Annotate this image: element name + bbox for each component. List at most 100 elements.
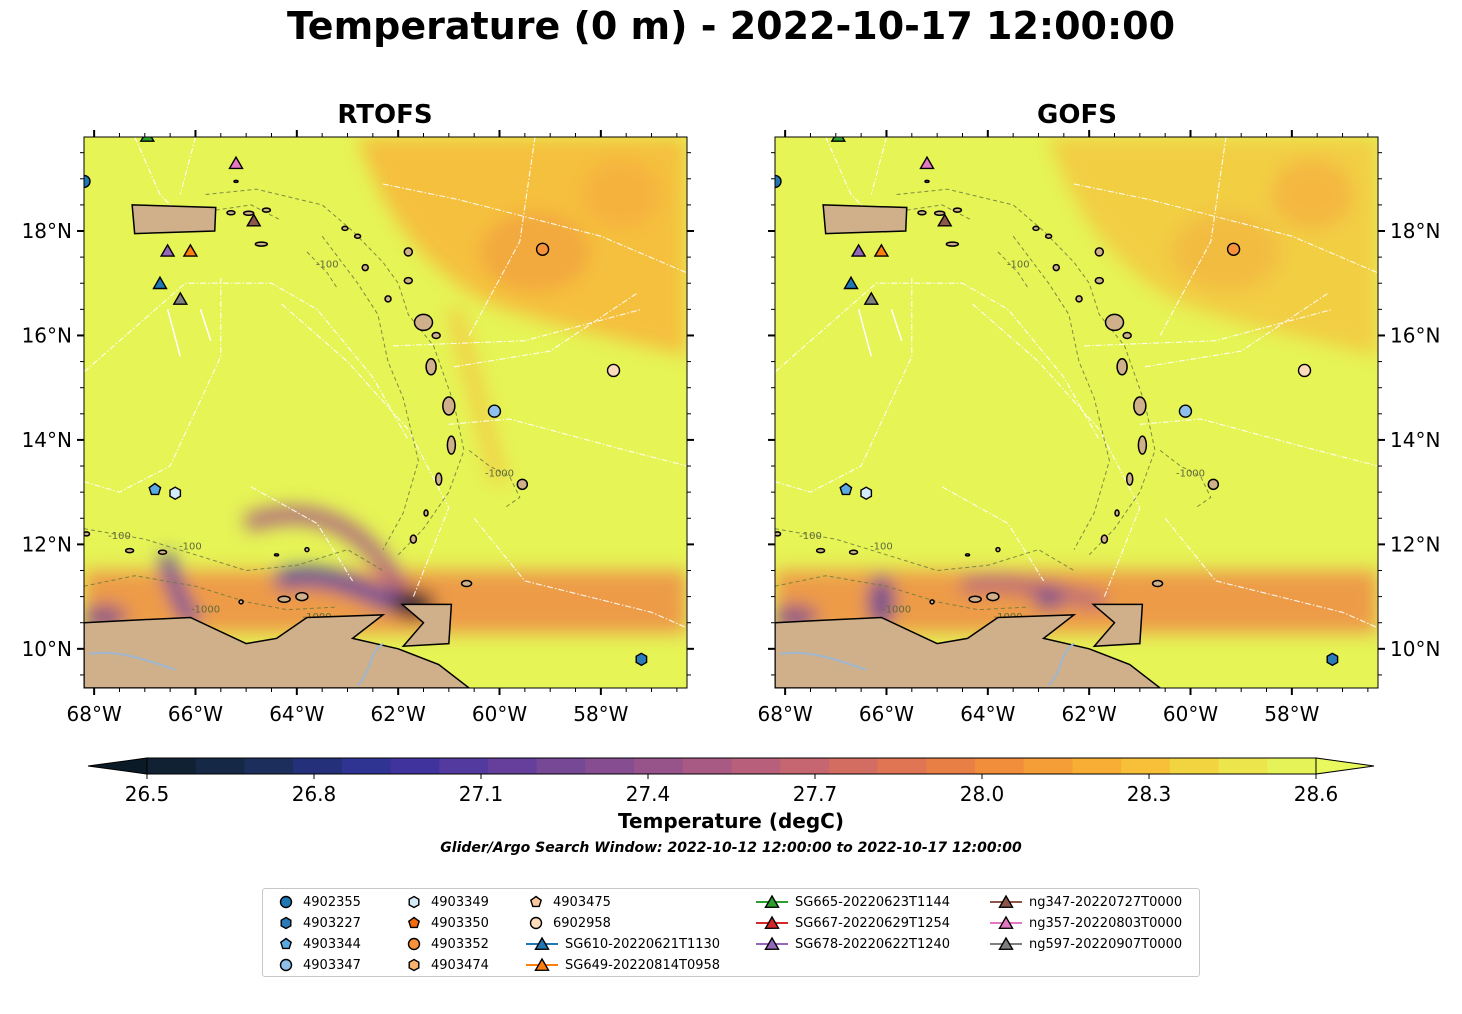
- legend-item: 4903350: [403, 913, 489, 933]
- island: [238, 599, 244, 605]
- map-frame: [774, 136, 1379, 689]
- island: [952, 207, 963, 213]
- lon-tick-label: 64°W: [269, 702, 324, 726]
- island: [995, 546, 1001, 553]
- lon-tick-label: 68°W: [67, 702, 122, 726]
- colorbar-segment: [439, 758, 489, 774]
- colorbar-segment: [341, 758, 392, 774]
- legend-label: 4903349: [431, 894, 489, 910]
- colorbar-segment: [828, 758, 879, 774]
- marker-4903349: [169, 486, 182, 501]
- eez-boundary: [1073, 183, 1378, 274]
- lat-tick-label: 14°N: [22, 428, 72, 452]
- colorbar-tick-label: 28.0: [960, 782, 1005, 802]
- marker-SG678-20220622T1240: [850, 243, 867, 257]
- colorbar-segment: [293, 758, 343, 774]
- cool-jet-west: [869, 575, 894, 628]
- island: [341, 225, 349, 232]
- marker-SG665-20220623T1144: [830, 137, 847, 142]
- legend-marker: [764, 894, 780, 909]
- marker-4903227: [635, 652, 648, 667]
- island: [409, 534, 418, 544]
- island: [775, 531, 782, 537]
- legend-swatch: [990, 936, 1022, 951]
- eez-boundary: [179, 137, 197, 195]
- contour-label: -100: [870, 542, 893, 553]
- legend: 4902355 4903227 4903344 4903347 4903349 49033…: [262, 888, 1200, 977]
- marker-4902355: [775, 174, 782, 189]
- legend-item: SG665-20220623T1144: [755, 892, 950, 912]
- colorbar-tick-label: 28.6: [1294, 782, 1339, 802]
- legend-swatch: [279, 895, 293, 909]
- legend-label: SG665-20220623T1144: [795, 894, 951, 910]
- island: [1207, 478, 1220, 491]
- legend-marker: [408, 958, 420, 972]
- island: [1044, 233, 1053, 239]
- eez-boundary: [453, 293, 637, 368]
- lon-tick-label: 58°W: [573, 702, 628, 726]
- island: [226, 209, 236, 216]
- legend-item: SG649-20220814T0958: [525, 955, 720, 975]
- legend-item: 4903347: [275, 955, 361, 975]
- warm-core: [1170, 211, 1281, 292]
- legend-swatch: [756, 894, 788, 909]
- island: [124, 547, 135, 554]
- contour-label: -1000: [191, 604, 220, 615]
- contour-label: -100: [316, 260, 339, 271]
- colorbar-segment: [390, 758, 440, 774]
- marker-SG610-20220621T1130: [152, 275, 168, 290]
- marker-ng357-20220803T0000: [228, 155, 244, 170]
- legend-item: SG678-20220622T1240: [755, 934, 950, 954]
- island: [1100, 534, 1109, 544]
- cool-tongue: [961, 576, 1106, 609]
- colorbar-segment: [634, 758, 684, 774]
- eez-boundary: [473, 517, 687, 629]
- warm-core-east: [581, 159, 662, 230]
- island: [968, 595, 982, 603]
- land-puerto-rico: [131, 204, 217, 235]
- island: [1137, 435, 1148, 455]
- legend-marker: [764, 915, 780, 930]
- marker-4903352: [1226, 242, 1241, 256]
- colorbar-segment: [147, 758, 197, 774]
- eez-boundary: [972, 303, 1141, 597]
- river: [779, 651, 867, 671]
- eez-boundary: [393, 308, 642, 347]
- marker-6902958: [1297, 363, 1312, 378]
- island: [384, 295, 392, 303]
- land-puerto-rico: [822, 204, 908, 235]
- river: [1047, 642, 1075, 687]
- legend-label: ng357-20220803T0000: [1029, 915, 1183, 931]
- map-plot-area: -100-100-100-1000-1000-1000: [775, 137, 1378, 688]
- island: [1094, 247, 1105, 257]
- island: [929, 599, 935, 605]
- island: [403, 247, 414, 257]
- bathymetry-contour: [775, 575, 1029, 611]
- legend-marker: [279, 937, 293, 950]
- colorbar-segment: [926, 758, 976, 774]
- figure-title: Temperature (0 m) - 2022-10-17 12:00:00: [286, 4, 1176, 48]
- legend-label: 4902355: [303, 894, 361, 910]
- lat-tick-label: 18°N: [1390, 219, 1440, 243]
- contour-label: -1000: [1176, 468, 1205, 479]
- contour-label: -100: [179, 542, 202, 553]
- legend-swatch: [756, 936, 788, 951]
- island: [1122, 331, 1132, 340]
- lon-tick-label: 62°W: [1062, 702, 1117, 726]
- legend-marker: [408, 895, 420, 909]
- colorbar-tick-label: 28.3: [1127, 782, 1172, 802]
- colorbar-segment: [195, 758, 246, 774]
- panel-title-gofs: GOFS: [1037, 100, 1117, 130]
- eez-boundary: [870, 137, 888, 195]
- legend-label: ng597-20220907T0000: [1029, 936, 1183, 952]
- contour-label: -1000: [882, 604, 911, 615]
- eez-boundary: [250, 486, 354, 582]
- island: [917, 209, 927, 216]
- island: [304, 546, 310, 553]
- glider-track: [890, 309, 903, 341]
- island: [848, 549, 859, 555]
- legend-swatch: [526, 936, 558, 951]
- colorbar-segment: [731, 758, 781, 774]
- colorbar: 26.5 26.8 27.1 27.4 27.7 28.0 28.3 28.6: [87, 757, 1375, 802]
- lon-tick-label: 66°W: [859, 702, 914, 726]
